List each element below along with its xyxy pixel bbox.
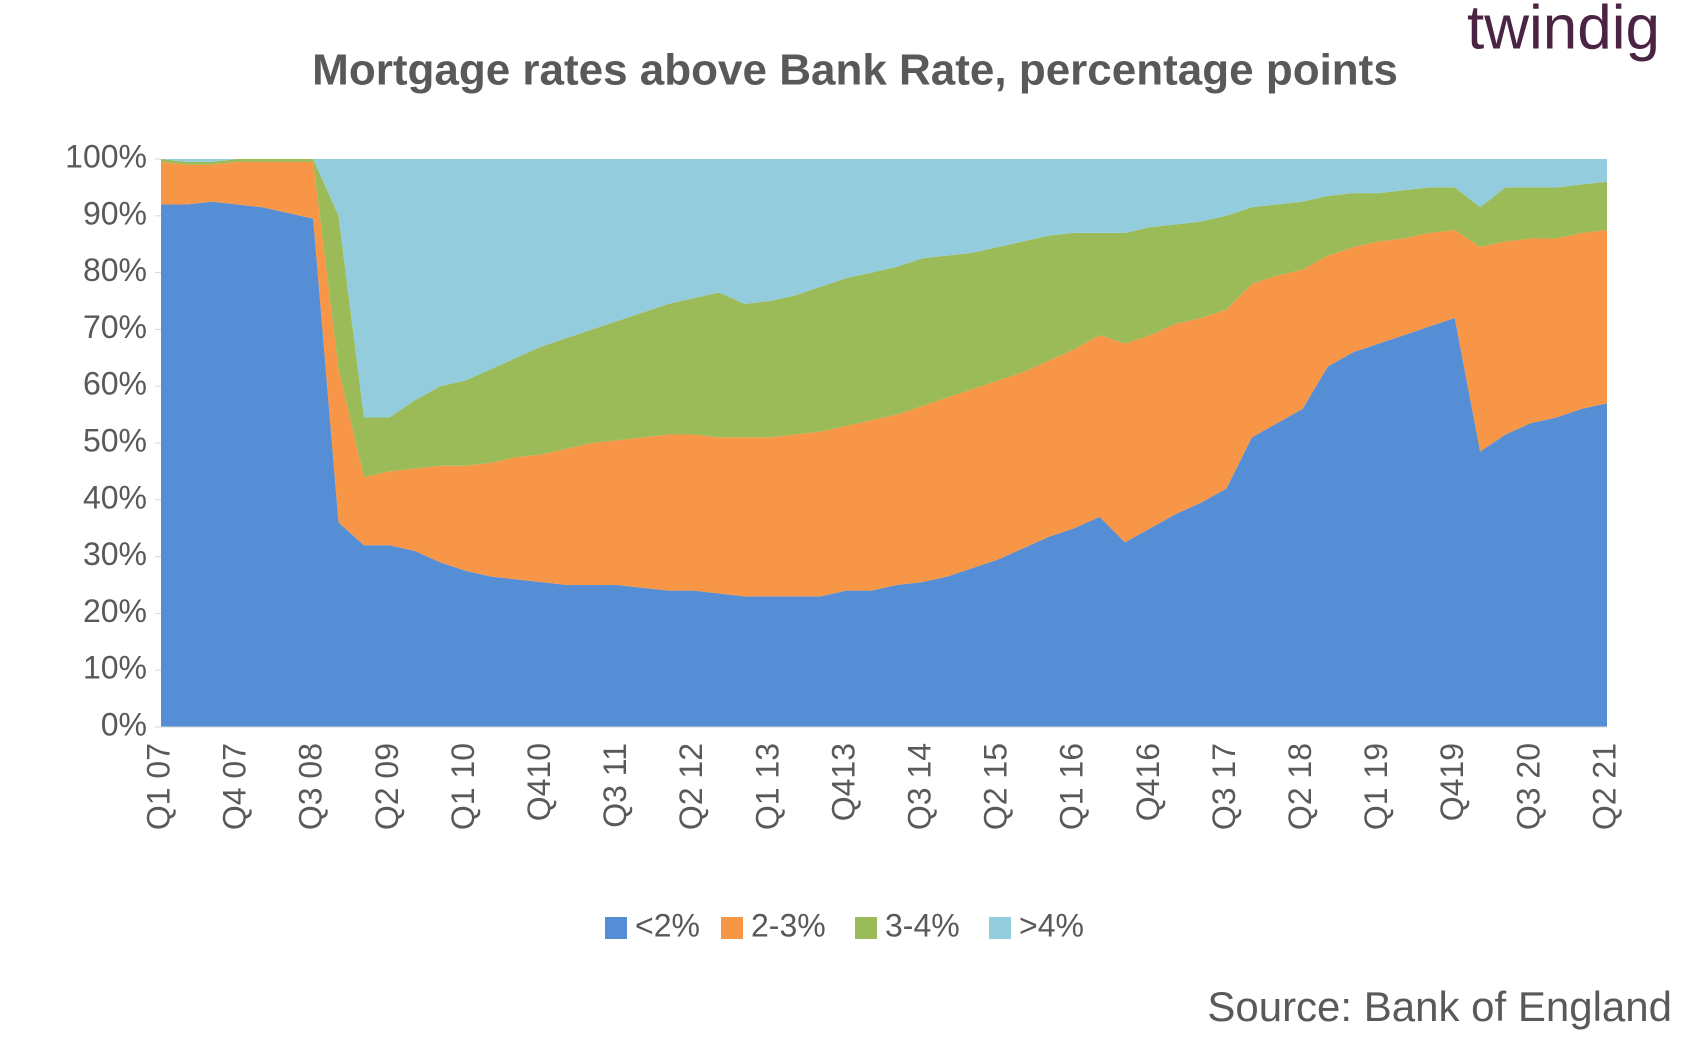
x-tick-label: Q3 17 — [1206, 743, 1242, 830]
area — [161, 201, 1607, 728]
legend-label: <2% — [635, 907, 700, 943]
x-tick-label: Q3 14 — [902, 743, 938, 830]
x-tick-label: Q1 19 — [1358, 743, 1394, 830]
y-tick-label: 90% — [83, 195, 147, 231]
legend-swatch — [605, 917, 627, 939]
x-tick-label: Q419 — [1434, 743, 1470, 821]
x-tick-label: Q3 20 — [1510, 743, 1546, 830]
y-tick-label: 70% — [83, 309, 147, 345]
x-tick-label: Q2 18 — [1282, 743, 1318, 830]
area — [161, 159, 1607, 418]
x-tick-label: Q1 10 — [445, 743, 481, 830]
legend-label: 3-4% — [885, 907, 960, 943]
source: Source: Bank of England — [1207, 983, 1672, 1030]
x-tick-label: Q2 15 — [978, 743, 1014, 830]
x-tick-label: Q3 08 — [293, 743, 329, 830]
x-tick-label: Q2 21 — [1586, 743, 1622, 830]
chart-title: Mortgage rates above Bank Rate, percenta… — [312, 46, 1398, 95]
x-tick-label: Q1 16 — [1054, 743, 1090, 830]
y-tick-label: 40% — [83, 479, 147, 515]
y-tick-label: 80% — [83, 252, 147, 288]
legend-swatch — [721, 917, 743, 939]
legend-swatch — [855, 917, 877, 939]
legend-label: 2-3% — [751, 907, 826, 943]
y-tick-label: 0% — [101, 706, 147, 742]
logo: twindig — [1467, 0, 1660, 62]
y-tick-label: 30% — [83, 536, 147, 572]
x-tick-label: Q2 09 — [369, 743, 405, 830]
x-tick-label: Q410 — [521, 743, 557, 821]
area — [161, 159, 1607, 478]
x-tick-label: Q3 11 — [597, 743, 633, 828]
y-tick-label: 50% — [83, 422, 147, 458]
y-tick-label: 20% — [83, 593, 147, 629]
legend-label: >4% — [1019, 907, 1084, 943]
x-tick-label: Q413 — [825, 743, 861, 821]
x-tick-label: Q1 07 — [140, 743, 176, 830]
legend-swatch — [989, 917, 1011, 939]
x-tick-label: Q2 12 — [673, 743, 709, 830]
x-tick-label: Q1 13 — [749, 743, 785, 830]
x-tick-label: Q416 — [1130, 743, 1166, 821]
y-tick-label: 100% — [65, 138, 147, 174]
area — [161, 161, 1607, 597]
x-tick-label: Q4 07 — [217, 743, 253, 830]
y-tick-label: 60% — [83, 366, 147, 402]
y-tick-label: 10% — [83, 650, 147, 686]
